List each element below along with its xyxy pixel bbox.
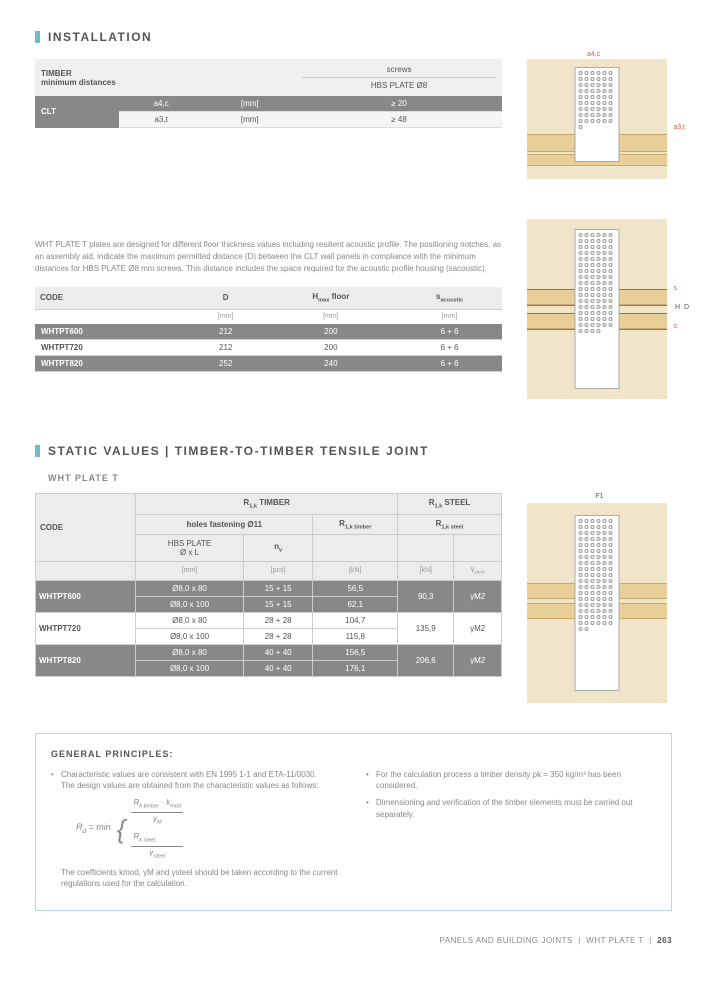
- diagram1-wrap: a4,c a3,t: [527, 59, 672, 179]
- table-row: WHTPT600Ø8,0 x 8015 + 1556,590,3γM2: [36, 580, 502, 596]
- diagram1: a4,c a3,t: [527, 59, 667, 179]
- t3-u2: [pcs]: [243, 562, 313, 580]
- t3-r1s: R1,k steel: [398, 514, 502, 535]
- principle-item: Dimensioning and verification of the tim…: [376, 797, 656, 819]
- t1-clt-label: CLT: [35, 96, 119, 128]
- label-f1: F1: [527, 493, 672, 500]
- label-a4c: a4,c: [587, 51, 600, 58]
- installation-title: INSTALLATION: [48, 30, 152, 44]
- label-a3t: a3,t: [673, 124, 685, 131]
- table1-wrap: TIMBER minimum distances screws HBS PLAT…: [35, 59, 502, 179]
- t2-u3: [mm]: [265, 309, 398, 324]
- t2-u4: [mm]: [397, 309, 502, 324]
- t3-hbs: HBS PLATE Ø x L: [136, 535, 244, 562]
- t1-r2-unit: [mm]: [203, 112, 296, 128]
- footer-section: PANELS AND BUILDING JOINTS: [440, 936, 573, 945]
- installation-row1: TIMBER minimum distances screws HBS PLAT…: [35, 59, 672, 179]
- t1-r1-val: ≥ 20: [296, 96, 502, 112]
- principle-item: For the calculation process a timber den…: [376, 769, 656, 791]
- principle-item: Characteristic values are consistent wit…: [61, 769, 341, 889]
- t1-header-left: TIMBER minimum distances: [35, 59, 296, 96]
- t3-timber-top: R1,k TIMBER: [136, 494, 398, 515]
- t1-r1-unit: [mm]: [203, 96, 296, 112]
- label-hd: H D: [675, 304, 689, 311]
- table-row: WHTPT820Ø8,0 x 8040 + 40156,5206,6γM2: [36, 644, 502, 660]
- table-row: WHTPT6002122006 + 6: [35, 324, 502, 340]
- t3-code: CODE: [36, 494, 136, 562]
- label-s1: s: [674, 285, 678, 292]
- static-table: CODE R1,k TIMBER R1,k STEEL holes fasten…: [35, 493, 502, 677]
- timber-distances-table: TIMBER minimum distances screws HBS PLAT…: [35, 59, 502, 128]
- t3-nv: nv: [243, 535, 313, 562]
- t1-r2-param: a3,t: [119, 112, 203, 128]
- t3-holes: holes fastening Ø11: [136, 514, 313, 535]
- t2-u2: [mm]: [187, 309, 265, 324]
- plate-icon: [575, 229, 620, 389]
- table-row: WHTPT7202122006 + 6: [35, 339, 502, 355]
- principles-box: GENERAL PRINCIPLES: Characteristic value…: [35, 733, 672, 911]
- t1-header-right: screws HBS PLATE Ø8: [296, 59, 502, 96]
- principle-note: The coefficients kmod, γM and γsteel sho…: [61, 868, 337, 888]
- code-table: CODE D Hmax floor sacoustic [mm] [mm] [m…: [35, 287, 502, 372]
- footer-page: 263: [657, 936, 672, 945]
- installation-header: INSTALLATION: [35, 30, 672, 44]
- t3-steel-top: R1,k STEEL: [398, 494, 502, 515]
- formula-lhs: Rd = min: [76, 821, 111, 837]
- diagram2: s H D s: [527, 219, 667, 399]
- t3-u5: γsteel: [454, 562, 502, 580]
- static-title: STATIC VALUES | TIMBER-TO-TIMBER TENSILE…: [48, 444, 429, 458]
- diagram3: [527, 503, 667, 703]
- plate-icon: [575, 515, 620, 691]
- installation-desc: WHT PLATE T plates are designed for diff…: [35, 239, 502, 275]
- t1-r2-val: ≥ 48: [296, 112, 502, 128]
- t3-u1: [mm]: [136, 562, 244, 580]
- static-header: STATIC VALUES | TIMBER-TO-TIMBER TENSILE…: [35, 444, 672, 458]
- static-row: CODE R1,k TIMBER R1,k STEEL holes fasten…: [35, 493, 672, 703]
- section-marker: [35, 445, 40, 457]
- installation-row2: WHT PLATE T plates are designed for diff…: [35, 219, 672, 399]
- t2-h4: sacoustic: [397, 287, 502, 309]
- t1-hr-top: screws: [302, 65, 496, 74]
- t1-r1-param: a4,c: [119, 96, 203, 112]
- principles-left: Characteristic values are consistent wit…: [51, 769, 341, 895]
- t3-u3: [kN]: [313, 562, 398, 580]
- formula: Rd = min { Rk timber · kmodγM Rk steelγs…: [76, 797, 341, 861]
- t3-r1t: R1,k timber: [313, 514, 398, 535]
- plate-icon: [575, 67, 620, 162]
- t2-h3: Hmax floor: [265, 287, 398, 309]
- table-row: WHTPT8202522406 + 6: [35, 355, 502, 371]
- label-s2: s: [674, 323, 678, 330]
- t1-hr-bot: HBS PLATE Ø8: [302, 77, 496, 90]
- principles-right: For the calculation process a timber den…: [366, 769, 656, 895]
- t3-u4: [kN]: [398, 562, 454, 580]
- t2-h2: D: [187, 287, 265, 309]
- principles-title: GENERAL PRINCIPLES:: [51, 749, 656, 759]
- t2-h1: CODE: [35, 287, 187, 309]
- table-row: WHTPT720Ø8,0 x 8028 + 28104,7135,9γM2: [36, 612, 502, 628]
- static-subtitle: WHT PLATE T: [48, 473, 672, 483]
- footer-product: WHT PLATE T: [586, 936, 643, 945]
- page-footer: PANELS AND BUILDING JOINTS | WHT PLATE T…: [35, 936, 672, 945]
- section-marker: [35, 31, 40, 43]
